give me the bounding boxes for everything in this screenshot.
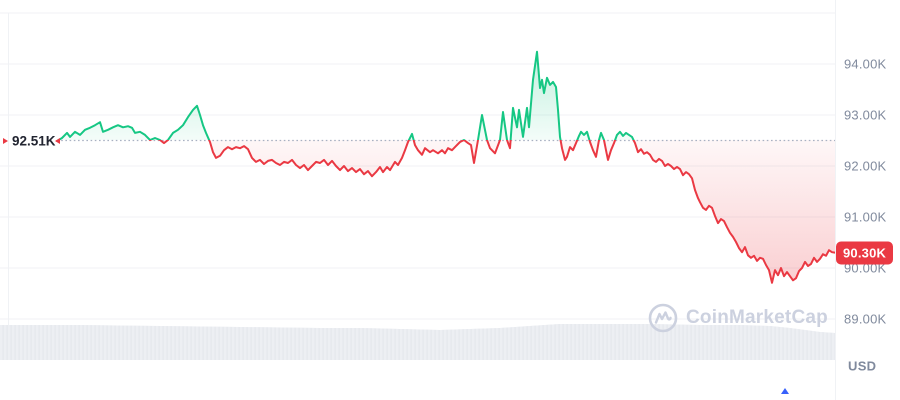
y-tick-92k: 92.00K [844,158,887,174]
price-line-down-segment [56,140,835,284]
time-marker-icon [781,388,789,394]
price-area-below-baseline [57,140,835,283]
currency-label: USD [848,358,877,374]
y-tick-93k: 93.00K [844,107,887,123]
baseline-arrow-left-icon [3,138,8,144]
volume-band-texture [0,324,835,360]
baseline-arrow-right-icon [55,138,60,144]
current-price-badge: 90.30K [836,241,894,265]
previous-close-label: 92.51K [12,133,56,149]
y-tick-89k: 89.00K [844,311,887,327]
y-axis: 94.00K 93.00K 92.00K 91.00K 90.00K 89.00… [835,0,900,400]
x-axis: 9:00 AM 12:00 PM 3:00 PM 6:00 PM 9:00 PM… [0,360,835,400]
y-tick-94k: 94.00K [844,56,887,72]
y-tick-91k: 91.00K [844,209,887,225]
